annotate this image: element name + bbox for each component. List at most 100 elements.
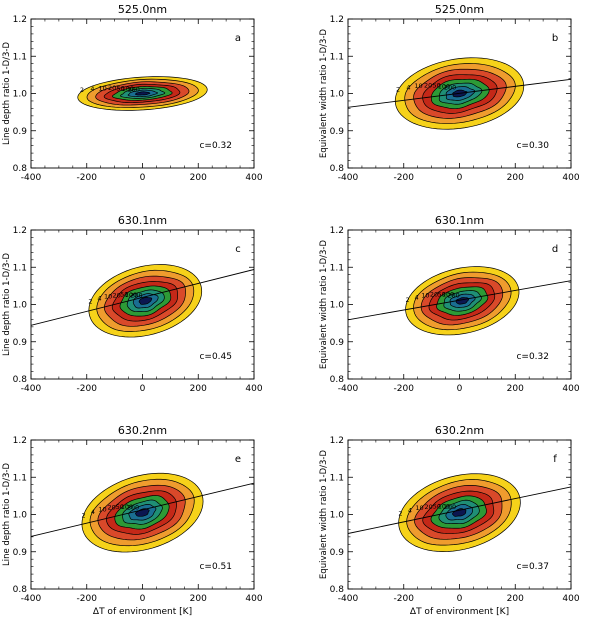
x-tick-label: -200: [77, 384, 98, 394]
x-tick-label: 400: [245, 384, 262, 394]
contour-level-400: [135, 91, 151, 96]
y-tick-label: 1.2: [13, 15, 27, 25]
contour-label: 4: [415, 294, 419, 302]
contour-label: 100: [442, 291, 454, 299]
y-tick-label: 1.2: [330, 436, 344, 446]
regression-line: [348, 486, 571, 534]
y-tick-label: 1.1: [330, 263, 344, 273]
x-tick-label: 0: [457, 384, 463, 394]
contour-label: 10: [415, 504, 423, 512]
contour-label: 50: [437, 290, 445, 298]
panel-letter: f: [553, 454, 557, 465]
x-tick-label: -400: [21, 594, 42, 604]
panel-title: 630.1nm: [118, 214, 167, 227]
contour-label: 2: [398, 510, 402, 518]
y-tick-label: 0.9: [13, 127, 28, 137]
contour-label: 200: [444, 503, 456, 511]
contour-label: 20: [108, 84, 116, 92]
y-axis-label: Line depth ratio 1-D/3-D: [2, 42, 12, 146]
x-tick-label: 400: [245, 594, 262, 604]
contour-label: 4: [406, 84, 410, 92]
y-tick-label: 1.0: [330, 511, 345, 521]
correlation-annotation: c=0.51: [199, 562, 232, 572]
contour-label: 4: [91, 508, 95, 516]
contour-level-400: [452, 508, 467, 517]
x-tick-label: -400: [338, 384, 359, 394]
x-tick-label: 200: [190, 594, 207, 604]
y-axis-label: Line depth ratio 1-D/3-D: [2, 463, 12, 567]
x-tick-label: -400: [338, 594, 359, 604]
y-tick-label: 1.0: [13, 90, 28, 100]
x-tick-label: 400: [562, 173, 579, 183]
x-tick-label: -200: [77, 594, 98, 604]
x-tick-label: 400: [562, 594, 579, 604]
y-tick-label: 0.8: [13, 164, 28, 174]
x-tick-label: -400: [338, 173, 359, 183]
x-tick-label: -400: [21, 384, 42, 394]
panel-letter: a: [235, 33, 241, 44]
y-tick-label: 1.0: [13, 301, 28, 311]
panel-title: 630.1nm: [435, 214, 484, 227]
regression-line: [348, 280, 571, 321]
panel-title: 630.2nm: [118, 424, 167, 437]
y-tick-label: 0.8: [13, 585, 28, 595]
y-tick-label: 1.1: [330, 473, 344, 483]
contour-label: 200: [447, 292, 459, 300]
y-tick-label: 1.0: [330, 90, 345, 100]
contour-label: 10: [421, 292, 429, 300]
y-axis-label: Line depth ratio 1-D/3-D: [2, 253, 12, 357]
contour-label: 200: [130, 292, 142, 300]
y-tick-label: 1.0: [330, 301, 345, 311]
y-axis-label: Equivalent width ratio 1-D/3-D: [319, 239, 329, 369]
x-tick-label: 200: [507, 173, 524, 183]
x-tick-label: 0: [140, 594, 146, 604]
y-tick-label: 1.2: [13, 226, 27, 236]
y-tick-label: 0.9: [330, 127, 345, 137]
contour-label: 2: [80, 86, 84, 94]
x-axis-label: ΔT of environment [K]: [93, 607, 192, 617]
contour-label: 10: [98, 84, 106, 92]
y-tick-label: 0.9: [330, 548, 345, 558]
contour-label: 4: [97, 295, 101, 303]
contour-label: 20: [425, 503, 433, 511]
contour-label: 4: [408, 507, 412, 515]
panel-letter: b: [552, 33, 558, 44]
contour-label: 10: [414, 82, 422, 90]
x-axis-label: ΔT of environment [K]: [410, 607, 509, 617]
x-tick-label: 200: [190, 384, 207, 394]
contour-label: 2: [82, 511, 86, 519]
y-tick-label: 0.8: [330, 164, 345, 174]
y-tick-label: 1.1: [13, 473, 27, 483]
y-tick-label: 1.0: [13, 511, 28, 521]
panel-title: 525.0nm: [435, 3, 484, 16]
y-tick-label: 0.8: [330, 585, 345, 595]
y-tick-label: 1.1: [13, 263, 27, 273]
contour-label: 200: [127, 504, 139, 512]
contour-label: 10: [104, 293, 112, 301]
y-tick-label: 1.1: [330, 52, 344, 62]
panel-letter: e: [235, 454, 241, 465]
panel-title: 630.2nm: [435, 424, 484, 437]
contour-label: 2: [88, 298, 92, 306]
contour-label: 50: [116, 503, 124, 511]
y-tick-label: 1.2: [13, 436, 27, 446]
contour-label: 20: [430, 291, 438, 299]
contour-label: 100: [438, 82, 450, 90]
y-tick-label: 1.2: [330, 226, 344, 236]
contour-label: 2: [396, 86, 400, 94]
y-tick-label: 0.9: [13, 548, 28, 558]
x-tick-label: -200: [394, 173, 415, 183]
regression-line: [348, 78, 571, 108]
x-tick-label: 400: [562, 384, 579, 394]
x-tick-label: 400: [245, 173, 262, 183]
contour-level-400: [135, 508, 150, 517]
x-tick-label: -400: [21, 173, 42, 183]
